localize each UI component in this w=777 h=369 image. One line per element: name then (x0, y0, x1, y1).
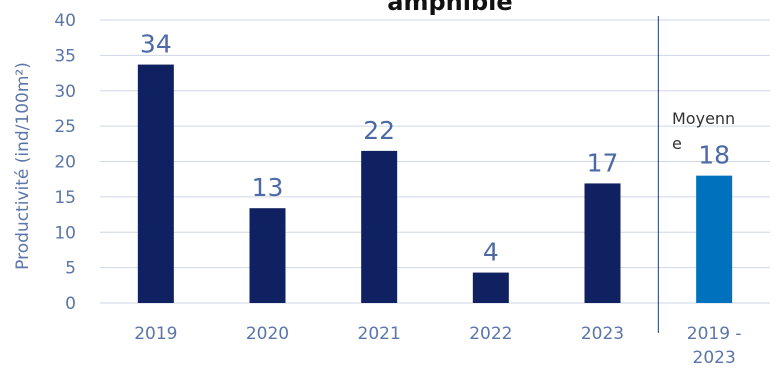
y-tick-label-5: 5 (65, 259, 76, 279)
y-tick-label-10: 10 (54, 223, 76, 243)
y-tick-label-20: 20 (54, 153, 76, 173)
x-tick-label-4: 2023 (581, 324, 624, 344)
data-label-3: 4 (483, 238, 499, 267)
y-tick-label-25: 25 (54, 117, 76, 137)
data-label-4: 17 (587, 148, 619, 177)
bar-4 (584, 183, 621, 303)
x-tick-label-0: 2019 (134, 324, 177, 344)
bar-0 (137, 64, 174, 303)
data-labels: 34 13 22 4 17 18 (140, 30, 730, 267)
y-axis-label: Productivité (ind/100m²) (13, 62, 33, 270)
x-tick-label-5: 2019 -2023 (687, 324, 742, 368)
x-axis-ticks: 2019 2020 2021 2022 2023 2019 -2023 (134, 324, 741, 368)
data-label-1: 13 (252, 173, 284, 202)
gridlines (100, 19, 770, 304)
bar-3 (472, 272, 509, 303)
average-annotation-line1: Moyenn (672, 109, 735, 128)
data-label-2: 22 (363, 116, 395, 145)
bars (137, 64, 733, 303)
average-annotation-line2: e (672, 134, 682, 153)
chart-title: amphibie (387, 0, 512, 16)
y-tick-label-30: 30 (54, 82, 76, 102)
y-tick-label-40: 40 (54, 11, 76, 31)
y-tick-label-15: 15 (54, 188, 76, 208)
y-axis-ticks: 0 5 10 15 20 25 30 35 40 (54, 11, 76, 314)
x-tick-label-3: 2022 (469, 324, 512, 344)
y-tick-label-0: 0 (65, 294, 76, 314)
bar-5 (696, 175, 733, 303)
x-tick-label-1: 2020 (246, 324, 289, 344)
bar-2 (361, 150, 398, 303)
bar-1 (249, 208, 286, 303)
data-label-0: 34 (140, 30, 172, 59)
data-label-5: 18 (698, 141, 730, 170)
x-tick-label-2: 2021 (358, 324, 401, 344)
y-tick-label-35: 35 (54, 46, 76, 66)
